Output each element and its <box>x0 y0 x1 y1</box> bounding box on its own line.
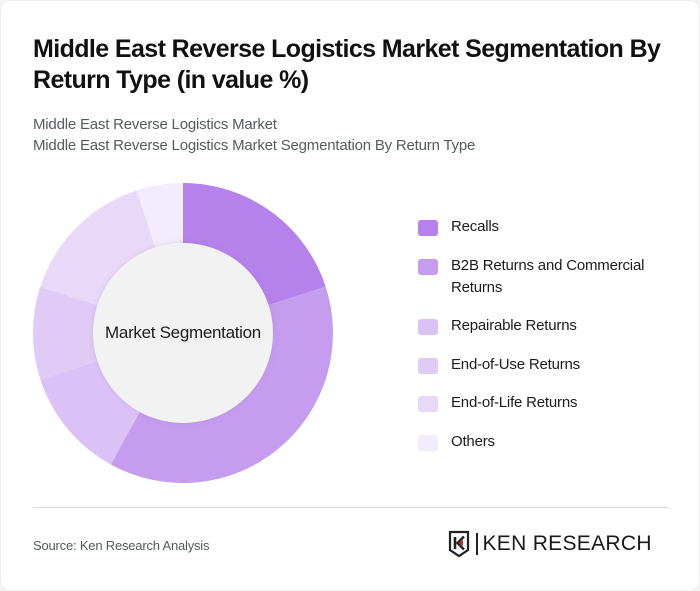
legend-item-end-of-use-returns[interactable]: End-of-Use Returns <box>418 354 678 376</box>
ken-research-logo: KEN RESEARCH <box>448 530 652 558</box>
legend-label: Recalls <box>451 218 499 235</box>
donut-svg <box>32 183 334 484</box>
page-title: Middle East Reverse Logistics Market Seg… <box>33 35 661 94</box>
legend-swatch <box>418 357 438 374</box>
legend-item-repairable-returns[interactable]: Repairable Returns <box>418 315 678 337</box>
legend-label: B2B Returns and Commercial Returns <box>451 256 645 296</box>
legend-swatch <box>418 434 438 451</box>
legend-label: Others <box>451 432 495 450</box>
legend-item-b2b-returns[interactable]: B2B Returns and Commercial Returns <box>418 255 678 299</box>
legend-item-recalls[interactable]: Recalls <box>418 216 678 238</box>
subtitle-market: Middle East Reverse Logistics Market <box>33 116 277 133</box>
donut-chart: Market Segmentation <box>31 181 335 485</box>
ken-research-shield-icon <box>448 530 470 558</box>
logo-separator <box>476 533 478 555</box>
legend-label: Repairable Returns <box>451 317 577 334</box>
logo-text: KEN RESEARCH <box>482 532 652 555</box>
legend: Recalls B2B Returns and Commercial Retur… <box>418 216 678 469</box>
legend-label: End-of-Use Returns <box>451 355 580 373</box>
subtitle-segmentation: Middle East Reverse Logistics Market Seg… <box>33 137 476 154</box>
legend-label: End-of-Life Returns <box>451 394 578 411</box>
footer-divider <box>33 507 669 508</box>
legend-swatch <box>418 220 438 236</box>
legend-swatch <box>418 396 438 412</box>
donut-center <box>93 243 273 423</box>
subtitle: Middle East Reverse Logistics Market Mid… <box>33 114 475 156</box>
legend-swatch <box>418 319 438 335</box>
source-note: Source: Ken Research Analysis <box>33 538 210 553</box>
legend-item-end-of-life-returns[interactable]: End-of-Life Returns <box>418 392 678 414</box>
legend-item-others[interactable]: Others <box>418 431 678 453</box>
legend-swatch <box>418 258 438 275</box>
